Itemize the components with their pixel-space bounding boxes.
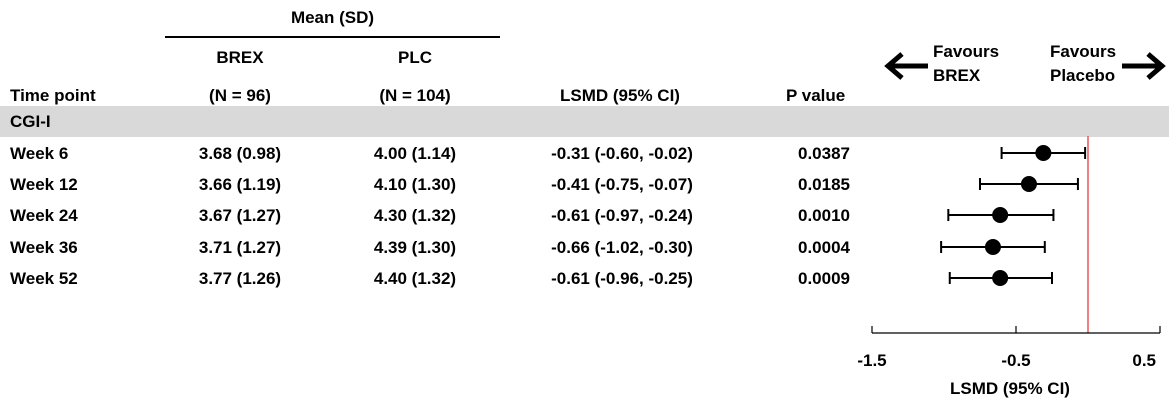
favours-brex-line1: Favours [933, 42, 1000, 61]
favours-placebo-line2: Placebo [1050, 66, 1116, 85]
row-timepoint: Week 36 [10, 238, 78, 257]
row-timepoint: Week 12 [10, 175, 78, 194]
row-lsmd-value: -0.41 (-0.75, -0.07) [551, 175, 693, 194]
point-estimate [984, 239, 1001, 255]
row-brex-value: 3.77 (1.26) [198, 269, 282, 288]
col-header-timepoint: Time point [10, 86, 96, 105]
row-pvalue: 0.0010 [798, 206, 850, 225]
favours-brex-label: Favours BREX [933, 40, 999, 88]
favours-brex-line2: BREX [933, 66, 981, 85]
row-pvalue: 0.0004 [798, 238, 850, 257]
arrow-left-icon [884, 52, 928, 80]
row-pvalue: 0.0009 [798, 269, 850, 288]
row-pvalue: 0.0387 [798, 144, 850, 163]
point-estimate [992, 270, 1009, 286]
row-plc-value: 4.10 (1.30) [373, 175, 457, 194]
row-brex-value: 3.66 (1.19) [198, 175, 282, 194]
point-estimate [1035, 145, 1052, 161]
x-tick-label: -0.5 [1001, 351, 1030, 370]
arrow-right-icon [1122, 52, 1166, 80]
section-label: CGI-I [10, 112, 51, 131]
row-plc-value: 4.00 (1.14) [373, 144, 457, 163]
section-band [0, 106, 1169, 137]
row-timepoint: Week 24 [10, 206, 78, 225]
col-header-plc-n: (N = 104) [379, 86, 451, 105]
x-tick-label: -1.5 [857, 351, 886, 370]
point-estimate [992, 207, 1009, 223]
row-plc-value: 4.39 (1.30) [373, 238, 457, 257]
col-header-brex-n: (N = 96) [209, 86, 271, 105]
col-header-brex: BREX (N = 96) [175, 48, 305, 106]
favours-placebo-line1: Favours [1050, 42, 1117, 61]
point-estimate [1020, 176, 1037, 192]
row-timepoint: Week 52 [10, 269, 78, 288]
row-timepoint: Week 6 [10, 144, 69, 163]
row-lsmd-value: -0.61 (-0.97, -0.24) [551, 206, 693, 225]
row-lsmd-value: -0.61 (-0.96, -0.25) [551, 269, 693, 288]
col-header-plc-name: PLC [398, 48, 432, 67]
row-lsmd-value: -0.66 (-1.02, -0.30) [551, 238, 693, 257]
row-brex-value: 3.71 (1.27) [198, 238, 282, 257]
x-axis-label: LSMD (95% CI) [950, 379, 1070, 398]
x-tick-label: 0.5 [1132, 351, 1156, 370]
row-plc-value: 4.30 (1.32) [373, 206, 457, 225]
row-brex-value: 3.68 (0.98) [198, 144, 282, 163]
row-lsmd-value: -0.31 (-0.60, -0.02) [551, 144, 693, 163]
row-pvalue: 0.0185 [798, 175, 850, 194]
favours-placebo-label: Favours Placebo [1050, 40, 1116, 88]
col-header-lsmd: LSMD (95% CI) [560, 86, 680, 105]
row-plc-value: 4.40 (1.32) [373, 269, 457, 288]
row-brex-value: 3.67 (1.27) [198, 206, 282, 225]
col-header-plc: PLC (N = 104) [350, 48, 480, 106]
group-header-mean-sd: Mean (SD) [290, 8, 375, 27]
col-header-brex-name: BREX [216, 48, 264, 67]
group-header-underline [165, 36, 500, 38]
col-header-pvalue: P value [786, 86, 846, 105]
